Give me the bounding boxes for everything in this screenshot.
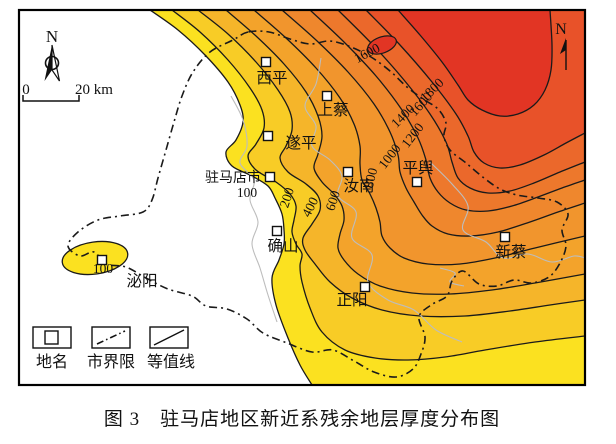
legend-item-city-boundary: 市界限 bbox=[87, 326, 135, 371]
county-boundary-line bbox=[230, 95, 278, 323]
city-marker-biyang bbox=[96, 254, 108, 266]
contour-band->1800 bbox=[397, 10, 553, 117]
city-label-zhengyang: 正阳 bbox=[336, 291, 367, 309]
contour-line-icon bbox=[153, 329, 185, 346]
legend-item-contour-line: 等值线 bbox=[147, 326, 195, 371]
local-high-1600-blob bbox=[367, 35, 397, 55]
city-label-zhumadian: 驻马店市 bbox=[205, 169, 261, 186]
city-marker-shangcai bbox=[321, 90, 333, 102]
scale-bar: 0 20 km bbox=[22, 82, 113, 102]
county-boundary-line bbox=[439, 267, 465, 287]
city-marker-zhengyang bbox=[359, 281, 371, 293]
county-boundary-layer bbox=[230, 57, 585, 343]
scale-start-label: 0 bbox=[22, 82, 30, 98]
compass-ne: N bbox=[555, 21, 567, 70]
city-label-xincai: 新蔡 bbox=[495, 243, 526, 261]
map-legend: 地名 市界限 等值线 bbox=[32, 326, 195, 371]
city-marker-zhumadian bbox=[264, 171, 276, 183]
north-label-ne: N bbox=[555, 21, 567, 38]
city-marker-queshan bbox=[271, 225, 283, 237]
north-arrow-icon bbox=[44, 44, 61, 82]
city-label-biyang: 泌阳 bbox=[126, 272, 157, 290]
city-marker-suiping bbox=[262, 130, 274, 142]
legend-item-place-name: 地名 bbox=[32, 326, 72, 371]
contour-value-label-100: 100 bbox=[237, 185, 258, 200]
city-label-pingyu: 平舆 bbox=[402, 159, 433, 177]
county-boundary-line bbox=[429, 161, 585, 263]
city-label-suiping: 遂平 bbox=[285, 134, 316, 152]
place-square-icon bbox=[44, 330, 59, 345]
scale-bar-line bbox=[22, 95, 80, 102]
legend-label-place-name: 地名 bbox=[36, 353, 68, 371]
county-boundary-line bbox=[304, 57, 463, 343]
city-marker-xiping bbox=[260, 56, 272, 68]
north-arrowhead-ne bbox=[560, 38, 566, 54]
legend-label-contour-line: 等值线 bbox=[147, 353, 195, 371]
city-marker-runan bbox=[342, 166, 354, 178]
scale-end-label: 20 km bbox=[75, 82, 113, 98]
biyang-100-closed-contour bbox=[61, 240, 129, 276]
city-marker-pingyu bbox=[411, 176, 423, 188]
city-label-runan: 汝南 bbox=[343, 177, 374, 195]
city-label-queshan: 确山 bbox=[267, 237, 298, 255]
map-frame bbox=[17, 8, 587, 387]
figure-caption: 图 3 驻马店地区新近系残余地层厚度分布图 bbox=[104, 408, 500, 430]
north-label-nw: N bbox=[46, 27, 58, 46]
city-label-shangcai: 上蔡 bbox=[317, 101, 348, 119]
compass-nw: N bbox=[44, 27, 61, 82]
contour-value-label-600: 600 bbox=[322, 188, 343, 212]
dashdot-line-icon bbox=[96, 330, 126, 345]
contour-value-label-800: 800 bbox=[361, 166, 381, 190]
legend-label-city-boundary: 市界限 bbox=[87, 353, 135, 371]
contour-bands-layer bbox=[61, 10, 585, 385]
city-label-xiping: 西平 bbox=[256, 70, 287, 87]
contour-value-label-200: 200 bbox=[276, 185, 297, 209]
city-marker-xincai bbox=[499, 231, 511, 243]
